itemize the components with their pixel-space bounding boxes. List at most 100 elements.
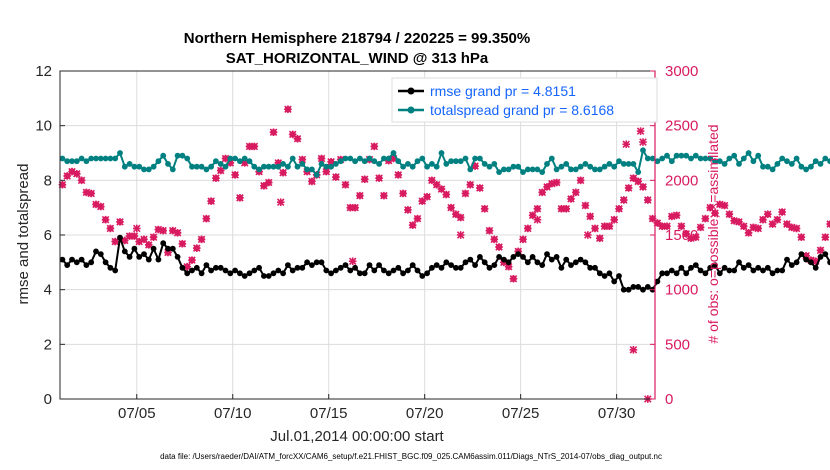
totalspread-series-point — [112, 155, 119, 162]
rmse-series-point — [64, 262, 71, 268]
obs-assimilated-point — [351, 203, 359, 212]
obs-assimilated-point — [456, 231, 465, 239]
y-tick-left-label: 12 — [35, 63, 52, 80]
totalspread-series-point — [692, 152, 699, 159]
rmse-series-point — [558, 264, 565, 271]
totalspread-series-point — [414, 158, 421, 165]
rmse-series-point — [318, 259, 325, 266]
totalspread-series-point — [136, 163, 143, 170]
obs-assimilated-point — [490, 235, 499, 244]
rmse-series-point — [548, 256, 555, 263]
rmse-series-point — [534, 259, 541, 266]
totalspread-series-point — [289, 155, 296, 162]
obs-assimilated-point — [485, 226, 494, 235]
obs-assimilated-point — [778, 208, 786, 216]
totalspread-series-point — [438, 150, 445, 156]
rmse-series-point — [405, 267, 411, 274]
obs-assimilated-point — [696, 223, 705, 232]
totalspread-series-point — [745, 150, 752, 156]
totalspread-series-point — [640, 147, 646, 154]
rmse-series-point — [174, 254, 181, 260]
obs-assimilated-point — [332, 173, 340, 181]
totalspread-series-point — [121, 163, 128, 170]
totalspread-series-point — [448, 158, 454, 165]
y-tick-left-label: 10 — [35, 118, 52, 135]
rmse-series-point — [448, 262, 454, 268]
totalspread-series-point — [385, 155, 392, 162]
obs-assimilated-point — [466, 180, 475, 189]
totalspread-series-point — [716, 158, 723, 165]
obs-assimilated-point — [356, 191, 364, 200]
totalspread-series-point — [649, 155, 656, 162]
series-layer — [58, 105, 830, 403]
totalspread-series-point — [563, 161, 570, 167]
rmse-series-point — [313, 259, 320, 266]
totalspread-series-point — [491, 161, 498, 167]
rmse-series-point — [275, 267, 282, 274]
totalspread-series-point — [548, 155, 555, 162]
rmse-series-point — [779, 267, 786, 274]
rmse-series-point — [400, 270, 406, 277]
rmse-series-point — [764, 264, 771, 271]
rmse-series-point — [73, 259, 80, 266]
rmse-series-point — [270, 270, 277, 277]
obs-assimilated-point — [821, 233, 830, 241]
obs-assimilated-point — [101, 215, 110, 224]
totalspread-series-point — [793, 155, 800, 162]
totalspread-series-point — [827, 158, 830, 165]
rmse-series-point — [582, 259, 589, 266]
y-tick-right-label: 3000 — [665, 63, 698, 80]
totalspread-series-point — [59, 155, 66, 162]
rmse-series-point — [285, 262, 291, 268]
totalspread-series-point — [145, 166, 152, 173]
totalspread-series-point — [630, 161, 637, 167]
totalspread-series-point — [721, 161, 728, 167]
totalspread-series-point — [400, 163, 406, 170]
totalspread-series-point — [69, 158, 75, 165]
obs-assimilated-point — [596, 234, 604, 243]
obs-assimilated-point — [792, 224, 801, 233]
totalspread-series-point — [366, 155, 373, 162]
totalspread-series-point — [707, 155, 714, 162]
obs-assimilated-point — [159, 226, 167, 235]
rmse-series-point — [477, 254, 483, 260]
rmse-series-point — [333, 267, 339, 274]
y-tick-right-label: 1500 — [665, 227, 698, 244]
rmse-series-point — [745, 262, 752, 268]
totalspread-series-point — [544, 161, 550, 167]
obs-assimilated-point — [476, 184, 484, 192]
totalspread-series-point — [131, 163, 138, 170]
rmse-series-point — [126, 254, 133, 260]
obs-assimilated-point — [701, 214, 710, 223]
rmse-series-point — [429, 264, 435, 271]
rmse-series-point — [572, 259, 579, 266]
obs-assimilated-point — [236, 194, 244, 202]
rmse-series-point — [213, 264, 219, 271]
totalspread-series-point — [390, 150, 397, 156]
obs-assimilated-point — [149, 233, 158, 241]
obs-assimilated-point — [615, 204, 623, 213]
obs-assimilated-point — [322, 167, 331, 176]
totalspread-series-point — [88, 155, 95, 162]
totalspread-series-point — [539, 169, 546, 176]
obs-assimilated-point — [348, 257, 357, 266]
totalspread-series-point — [376, 161, 382, 167]
rmse-series-point — [630, 284, 637, 290]
totalspread-series-point — [496, 169, 502, 176]
rmse-series-point — [328, 270, 334, 277]
rmse-series-point — [385, 270, 392, 277]
rmse-series-point — [553, 254, 560, 260]
rmse-series-point — [443, 259, 450, 266]
totalspread-series-point — [558, 163, 565, 170]
totalspread-series-point — [424, 163, 430, 170]
rmse-series-point — [788, 262, 795, 268]
obs-assimilated-point — [293, 134, 302, 143]
rmse-series-point — [409, 262, 416, 268]
legend-box — [391, 77, 658, 123]
rmse-series-point — [361, 270, 368, 277]
totalspread-series-point — [117, 150, 123, 156]
obs-assimilated-point — [77, 176, 86, 185]
rmse-series-point — [524, 259, 531, 266]
rmse-series-point — [59, 256, 66, 263]
